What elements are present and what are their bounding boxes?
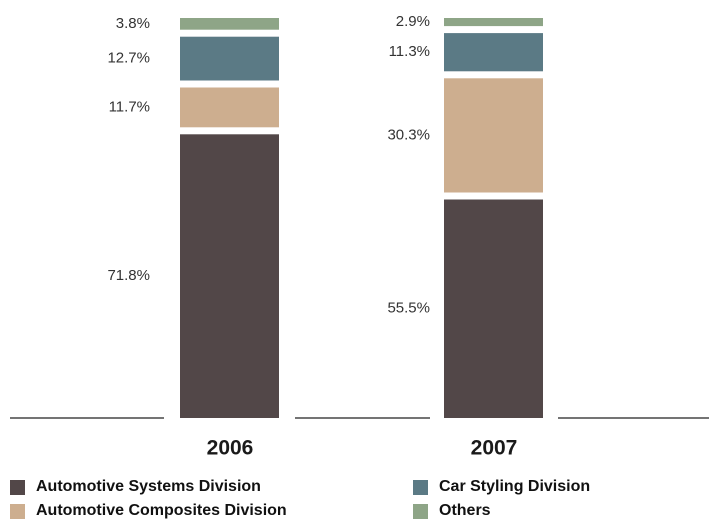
value-label-automotive-composites-division-2006: 11.7% <box>109 98 150 115</box>
bar-others-2007 <box>444 18 543 27</box>
legend-label-car-styling: Car Styling Division <box>439 478 591 495</box>
bar-automotive-systems-division-2007 <box>444 199 543 418</box>
category-labels: 2006 2007 <box>207 437 518 460</box>
legend-label-automotive-composites: Automotive Composites Division <box>36 502 287 519</box>
value-label-car-styling-division-2006: 12.7% <box>107 50 150 67</box>
legend-swatch-car-styling <box>413 479 428 495</box>
legend-label-others: Others <box>439 502 491 519</box>
legend-item-automotive-systems: Automotive Systems Division <box>10 476 261 498</box>
bar-car-styling-division-2007 <box>444 33 543 72</box>
legend-swatch-others <box>413 503 428 519</box>
legend-label-automotive-systems: Automotive Systems Division <box>36 478 261 495</box>
bar-car-styling-division-2006 <box>180 36 279 81</box>
legend-swatch-automotive-composites <box>10 503 25 519</box>
bar-automotive-systems-division-2006 <box>180 134 279 419</box>
legend-item-car-styling: Car Styling Division <box>413 476 590 498</box>
value-label-car-styling-division-2007: 11.3% <box>389 43 430 60</box>
value-label-automotive-systems-division-2007: 55.5% <box>387 300 430 317</box>
bar-automotive-composites-division-2007 <box>444 78 543 193</box>
value-label-others-2006: 3.8% <box>116 15 150 32</box>
legend: Automotive Systems Division Car Styling … <box>0 474 709 521</box>
value-label-others-2007: 2.9% <box>396 13 430 30</box>
category-label-2007: 2007 <box>471 437 518 460</box>
bar-others-2006 <box>180 18 279 30</box>
value-label-automotive-systems-division-2006: 71.8% <box>107 267 150 284</box>
bar-automotive-composites-division-2006 <box>180 87 279 128</box>
legend-item-others: Others <box>413 500 491 522</box>
value-label-automotive-composites-division-2007: 30.3% <box>387 126 430 143</box>
value-labels: 71.8% 11.7% 12.7% 3.8% 55.5% 30.3% 11.3% 2.9% <box>107 13 430 317</box>
legend-swatch-automotive-systems <box>10 479 25 495</box>
legend-item-automotive-composites: Automotive Composites Division <box>10 500 287 522</box>
category-label-2006: 2006 <box>207 437 254 460</box>
bars <box>180 18 543 419</box>
